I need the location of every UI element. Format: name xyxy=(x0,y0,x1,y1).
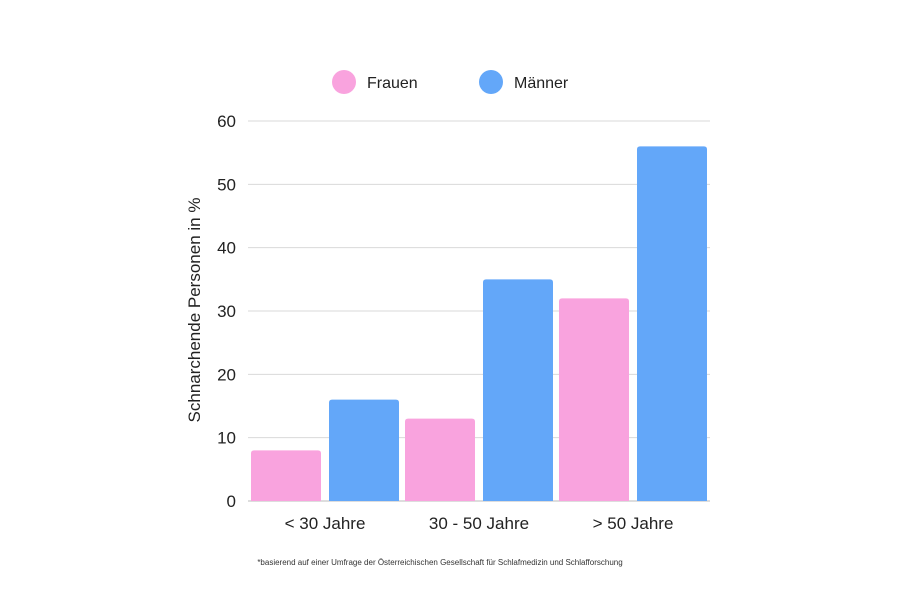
y-tick-label: 30 xyxy=(217,302,236,321)
y-tick-label: 40 xyxy=(217,239,236,258)
grid-lines xyxy=(248,120,710,502)
legend: Frauen Männer xyxy=(332,70,569,94)
bar-m-nner-2 xyxy=(637,146,707,502)
y-axis-title: Schnarchende Personen in % xyxy=(185,198,204,423)
x-category-label: 30 - 50 Jahre xyxy=(429,514,529,533)
bar-frauen-0 xyxy=(251,450,321,501)
y-tick-label: 0 xyxy=(227,492,236,511)
x-category-label: > 50 Jahre xyxy=(593,514,674,533)
y-axis-ticks: 0 10 20 30 40 50 60 xyxy=(217,112,236,511)
y-tick-label: 20 xyxy=(217,365,236,384)
bar-m-nner-1 xyxy=(483,279,553,501)
y-tick-label: 50 xyxy=(217,175,236,194)
legend-swatch xyxy=(479,70,503,94)
legend-label: Männer xyxy=(514,75,569,92)
footnote: *basierend auf einer Umfrage der Österre… xyxy=(257,558,623,567)
x-axis-categories: < 30 Jahre 30 - 50 Jahre > 50 Jahre xyxy=(285,514,674,533)
bar-m-nner-0 xyxy=(329,399,399,501)
bar-frauen-1 xyxy=(405,418,475,501)
legend-swatch xyxy=(332,70,356,94)
x-category-label: < 30 Jahre xyxy=(285,514,366,533)
legend-label: Frauen xyxy=(367,75,418,92)
bar-frauen-2 xyxy=(559,298,629,501)
y-tick-label: 10 xyxy=(217,429,236,448)
bars xyxy=(251,146,707,502)
y-tick-label: 60 xyxy=(217,112,236,131)
